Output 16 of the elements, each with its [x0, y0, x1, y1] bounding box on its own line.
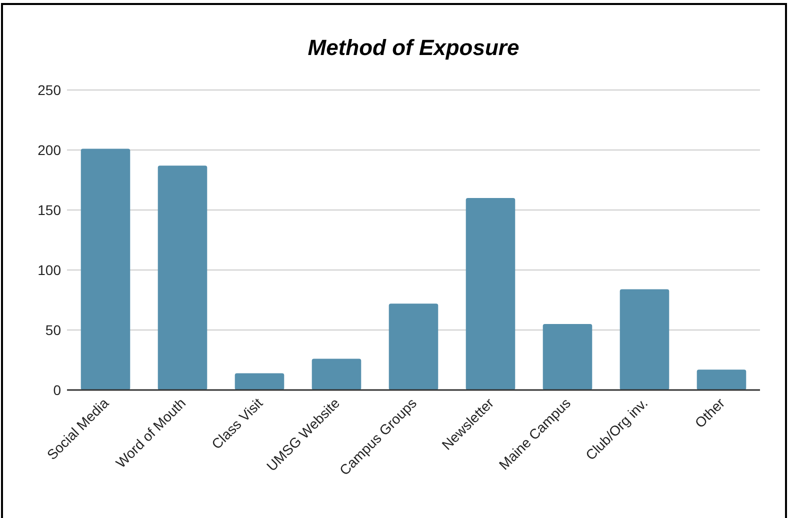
- y-tick-label: 250: [38, 82, 62, 98]
- y-tick-label: 150: [38, 202, 62, 218]
- bar: [542, 324, 592, 390]
- bar: [80, 148, 130, 390]
- y-tick-label: 100: [38, 262, 62, 278]
- y-tick-label: 50: [45, 322, 62, 338]
- bar: [388, 304, 438, 390]
- bar: [696, 370, 746, 390]
- bar: [234, 373, 284, 390]
- y-tick-label: 200: [38, 142, 62, 158]
- bar: [466, 198, 516, 390]
- bar: [620, 289, 670, 390]
- y-tick-label: 0: [53, 382, 62, 398]
- chart-title: Method of Exposure: [308, 35, 520, 60]
- bar: [158, 166, 208, 390]
- bar: [312, 358, 362, 390]
